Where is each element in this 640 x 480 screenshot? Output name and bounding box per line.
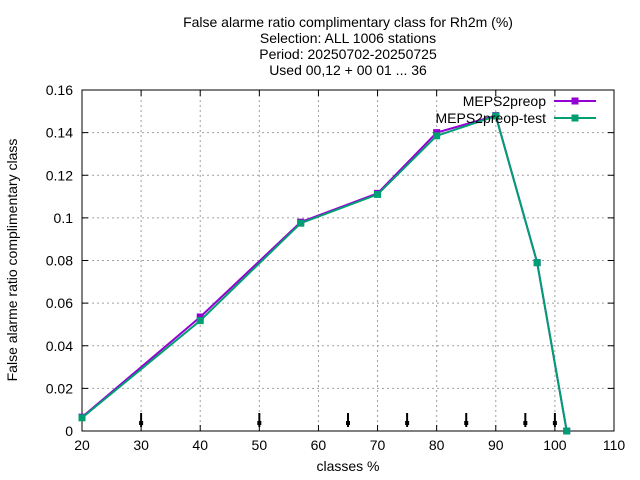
class-marker-dot xyxy=(552,421,557,425)
grid xyxy=(82,90,614,431)
y-tick-label: 0.02 xyxy=(46,380,73,396)
class-marker-dot xyxy=(464,421,469,425)
x-tick-label: 40 xyxy=(192,437,208,453)
series-point xyxy=(297,219,305,227)
y-tick-label: 0 xyxy=(65,423,73,439)
x-tick-label: 110 xyxy=(603,437,626,453)
x-tick-label: 90 xyxy=(488,437,504,453)
y-tick-label: 0.1 xyxy=(54,210,74,226)
series-point xyxy=(374,190,382,198)
legend-swatch-point xyxy=(571,114,579,122)
x-tick-label: 80 xyxy=(429,437,445,453)
x-tick-label: 100 xyxy=(543,437,567,453)
series-line-2 xyxy=(81,114,568,432)
series-point xyxy=(196,313,204,321)
title-line: Selection: ALL 1006 stations xyxy=(260,30,436,46)
class-markers xyxy=(139,413,557,427)
x-axis: 20 30 40 50 60 70 80 90 100 110 xyxy=(74,90,625,453)
series-point xyxy=(563,427,571,435)
class-marker-dot xyxy=(139,421,144,425)
class-marker-dot xyxy=(346,421,350,425)
legend-label: MEPS2preop xyxy=(463,93,546,109)
class-marker-dot xyxy=(523,421,528,425)
series-line-1 xyxy=(81,114,568,432)
x-axis-label: classes % xyxy=(316,458,379,474)
title-line: False alarme ratio complimentary class f… xyxy=(183,14,513,30)
y-tick-label: 0.08 xyxy=(46,253,73,269)
x-tick-label: 50 xyxy=(252,437,268,453)
title-line: Used 00,12 + 00 01 ... 36 xyxy=(269,62,427,78)
y-tick-label: 0.14 xyxy=(46,125,73,141)
title-line: Period: 20250702-20250725 xyxy=(259,46,437,62)
chart-title: False alarme ratio complimentary class f… xyxy=(183,14,513,78)
y-tick-label: 0.04 xyxy=(46,338,73,354)
class-marker-dot xyxy=(257,421,262,425)
y-axis: 0 0.02 0.04 0.06 0.08 0.1 0.12 0.14 0.16 xyxy=(46,82,614,439)
y-tick-label: 0.06 xyxy=(46,295,73,311)
series-group xyxy=(78,112,571,435)
y-tick-label: 0.16 xyxy=(46,82,73,98)
series-point xyxy=(196,317,204,325)
legend-swatch-point xyxy=(571,97,579,105)
y-axis-label: False alarme ratio complimentary class xyxy=(4,139,20,382)
class-marker-dot xyxy=(405,421,410,425)
x-tick-label: 30 xyxy=(133,437,149,453)
x-tick-label: 20 xyxy=(74,437,90,453)
legend-label: MEPS2preop-test xyxy=(436,110,547,126)
y-tick-label: 0.12 xyxy=(46,167,73,183)
series-point xyxy=(433,132,441,140)
series-point xyxy=(533,259,541,267)
x-tick-label: 70 xyxy=(370,437,386,453)
series-point xyxy=(492,112,500,120)
series-point xyxy=(78,414,86,422)
x-tick-label: 60 xyxy=(311,437,327,453)
